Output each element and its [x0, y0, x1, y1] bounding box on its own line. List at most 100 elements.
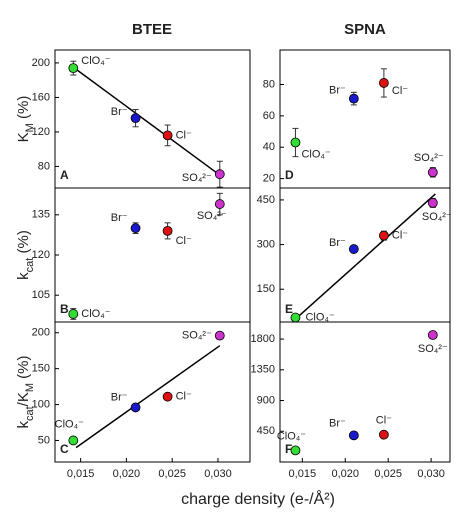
point-label: SO₄²⁻	[182, 330, 212, 342]
x-tick-label: 0,020	[113, 468, 141, 480]
y-tick-label: 100	[32, 398, 50, 410]
panel-frame	[279, 321, 451, 463]
column-title: SPNA	[344, 21, 386, 38]
data-point	[427, 167, 438, 178]
data-point	[348, 93, 359, 104]
data-point	[348, 244, 359, 254]
panel-label: E	[285, 302, 293, 316]
fit-line	[294, 193, 436, 320]
panel-label: D	[285, 168, 294, 182]
x-tick-label: 0,030	[417, 468, 445, 480]
y-tick-label: 120	[32, 126, 50, 138]
point-label: ClO₄⁻	[277, 430, 306, 442]
y-axis-label-part: K	[15, 132, 32, 142]
y-tick-label: 900	[257, 394, 275, 406]
point-label: Br⁻	[329, 417, 346, 429]
y-tick-label: 50	[38, 434, 50, 446]
x-tick-label: 0,015	[289, 468, 317, 480]
y-tick-label: 105	[32, 289, 50, 301]
y-axis-label: kcat (%)	[15, 230, 36, 280]
column-title: BTEE	[132, 21, 172, 38]
data-point	[130, 113, 141, 124]
point-label: SO₄²⁻	[418, 343, 448, 355]
data-point	[162, 391, 173, 402]
data-point	[378, 429, 389, 440]
y-axis-label: kcat/KM (%)	[15, 355, 36, 428]
point-label: Cl⁻	[392, 85, 408, 97]
data-point	[290, 312, 301, 323]
data-point	[68, 435, 79, 446]
point-label: Cl⁻	[376, 415, 392, 427]
panel-label: A	[60, 168, 69, 182]
y-axis-label-part: k	[15, 421, 32, 429]
y-tick-label: 160	[32, 91, 50, 103]
y-tick-label: 150	[32, 363, 50, 375]
y-tick-label: 300	[257, 238, 275, 250]
point-label: ClO₄⁻	[301, 148, 330, 160]
data-point	[214, 330, 225, 341]
point-label: ClO₄⁻	[55, 418, 84, 430]
x-tick-label: 0,025	[158, 468, 186, 480]
panel-frame	[279, 49, 451, 189]
x-tick-label: 0,015	[67, 468, 95, 480]
y-axis-label-part: (%)	[15, 230, 32, 258]
point-label: Br⁻	[111, 212, 128, 224]
point-label: Cl⁻	[392, 230, 408, 242]
fit-line	[72, 66, 221, 176]
point-label: Br⁻	[111, 391, 128, 403]
y-tick-label: 40	[263, 141, 275, 153]
data-point	[130, 402, 141, 413]
point-label: SO₄²⁻	[182, 172, 212, 184]
panel-label: C	[60, 442, 69, 456]
data-point	[378, 78, 389, 88]
y-tick-label: 200	[32, 327, 50, 339]
fit-line	[75, 345, 221, 449]
y-axis-label-part: /K	[15, 392, 32, 406]
y-axis-label: KM (%)	[15, 96, 36, 143]
point-label: ClO₄⁻	[81, 308, 110, 320]
point-label: Br⁻	[329, 237, 346, 249]
data-point	[68, 309, 79, 319]
y-tick-label: 450	[257, 425, 275, 437]
data-point	[290, 445, 301, 456]
data-point	[130, 223, 141, 234]
y-tick-label: 1350	[251, 364, 275, 376]
y-tick-label: 20	[263, 172, 275, 184]
data-point	[427, 197, 438, 208]
x-tick-label: 0,025	[374, 468, 402, 480]
data-point	[348, 430, 359, 441]
panel-label: B	[60, 302, 69, 316]
point-label: Br⁻	[329, 85, 346, 97]
y-tick-label: 80	[263, 78, 275, 90]
y-axis-label-part: cat	[24, 258, 36, 273]
data-point	[162, 225, 173, 236]
x-tick-label: 0,020	[331, 468, 359, 480]
point-label: SO₄²⁻	[197, 210, 227, 222]
data-point	[162, 130, 173, 141]
y-axis-label-part: k	[15, 272, 32, 280]
y-axis-label-part: cat	[24, 406, 36, 421]
y-tick-label: 80	[38, 160, 50, 172]
point-label: Br⁻	[111, 106, 128, 118]
panel-frame	[54, 321, 251, 463]
panel-frame	[54, 49, 251, 189]
data-point	[427, 330, 438, 340]
point-label: SO₄²⁻	[422, 211, 452, 223]
data-point	[214, 199, 225, 209]
y-tick-label: 450	[257, 194, 275, 206]
y-axis-label-part: (%)	[15, 96, 32, 124]
y-tick-label: 60	[263, 110, 275, 122]
y-axis-label-part: M	[24, 383, 36, 392]
point-label: ClO₄⁻	[81, 55, 110, 67]
point-label: Cl⁻	[176, 391, 192, 403]
panel-label: F	[285, 442, 292, 456]
data-point	[290, 137, 301, 148]
point-label: Cl⁻	[176, 129, 192, 141]
y-tick-label: 200	[32, 57, 50, 69]
y-tick-label: 135	[32, 209, 50, 221]
data-point	[378, 230, 389, 241]
point-label: ClO₄⁻	[305, 311, 334, 323]
point-label: Cl⁻	[176, 235, 192, 247]
x-axis-label: charge density (e-/Å²)	[181, 489, 335, 508]
